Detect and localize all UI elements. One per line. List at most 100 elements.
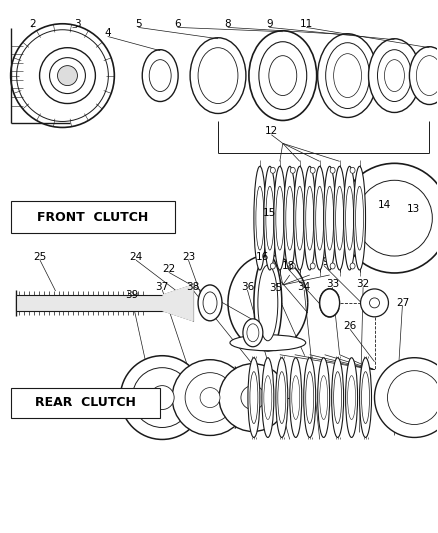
- Ellipse shape: [276, 358, 288, 438]
- Ellipse shape: [248, 358, 260, 438]
- Circle shape: [241, 385, 265, 409]
- Ellipse shape: [198, 285, 222, 321]
- Text: 13: 13: [406, 204, 420, 214]
- Ellipse shape: [361, 372, 370, 424]
- Circle shape: [388, 370, 438, 424]
- Ellipse shape: [353, 166, 366, 270]
- Ellipse shape: [367, 168, 382, 268]
- Text: 6: 6: [174, 19, 181, 29]
- Text: 8: 8: [224, 19, 231, 29]
- Text: 3: 3: [74, 19, 81, 29]
- Ellipse shape: [324, 166, 336, 270]
- Ellipse shape: [190, 38, 246, 114]
- Ellipse shape: [304, 166, 316, 270]
- Text: 5: 5: [135, 19, 141, 29]
- Ellipse shape: [336, 186, 343, 250]
- Ellipse shape: [274, 166, 286, 270]
- Ellipse shape: [198, 47, 238, 103]
- Text: FRONT  CLUTCH: FRONT CLUTCH: [37, 211, 148, 224]
- Ellipse shape: [304, 358, 316, 438]
- Ellipse shape: [378, 50, 411, 101]
- Ellipse shape: [290, 358, 302, 438]
- Polygon shape: [163, 285, 193, 321]
- Text: 26: 26: [343, 321, 357, 331]
- Circle shape: [200, 387, 220, 408]
- Ellipse shape: [250, 372, 258, 424]
- Ellipse shape: [259, 42, 307, 109]
- Ellipse shape: [149, 60, 171, 92]
- Circle shape: [219, 364, 287, 432]
- Circle shape: [150, 385, 174, 409]
- Text: 37: 37: [155, 281, 169, 292]
- Ellipse shape: [332, 358, 343, 438]
- Ellipse shape: [320, 289, 339, 317]
- Ellipse shape: [326, 43, 370, 109]
- Text: 32: 32: [357, 279, 370, 289]
- Ellipse shape: [326, 186, 334, 250]
- Circle shape: [374, 358, 438, 438]
- Ellipse shape: [290, 263, 295, 269]
- Bar: [11, 201, 175, 233]
- Circle shape: [17, 30, 108, 122]
- Ellipse shape: [256, 186, 264, 250]
- Ellipse shape: [417, 55, 438, 95]
- Ellipse shape: [258, 265, 278, 341]
- Circle shape: [172, 360, 248, 435]
- Text: 15: 15: [263, 208, 276, 219]
- Ellipse shape: [264, 376, 272, 419]
- Text: 36: 36: [241, 281, 254, 292]
- Text: 2: 2: [29, 19, 35, 29]
- Text: 34: 34: [297, 281, 311, 292]
- Ellipse shape: [286, 186, 294, 250]
- Text: 9: 9: [266, 19, 272, 29]
- Ellipse shape: [269, 55, 297, 95]
- Ellipse shape: [356, 186, 364, 250]
- Ellipse shape: [284, 166, 296, 270]
- Ellipse shape: [316, 186, 324, 250]
- Ellipse shape: [348, 376, 356, 419]
- Text: 23: 23: [182, 252, 195, 262]
- Ellipse shape: [334, 166, 346, 270]
- Ellipse shape: [334, 54, 361, 98]
- Text: 33: 33: [326, 279, 339, 289]
- Text: 35: 35: [269, 282, 283, 293]
- Ellipse shape: [292, 376, 300, 419]
- Ellipse shape: [314, 166, 326, 270]
- Ellipse shape: [318, 34, 378, 117]
- Ellipse shape: [334, 372, 342, 424]
- Ellipse shape: [346, 186, 353, 250]
- Ellipse shape: [310, 167, 315, 173]
- Ellipse shape: [318, 358, 330, 438]
- Ellipse shape: [346, 358, 357, 438]
- Ellipse shape: [310, 263, 315, 269]
- Ellipse shape: [368, 39, 420, 112]
- Ellipse shape: [266, 186, 274, 250]
- Ellipse shape: [330, 167, 335, 173]
- Text: 14: 14: [378, 200, 392, 211]
- Text: 18: 18: [282, 262, 296, 271]
- Bar: [11, 387, 160, 417]
- Circle shape: [370, 298, 379, 308]
- Ellipse shape: [247, 324, 259, 342]
- Text: 27: 27: [396, 297, 409, 308]
- Text: REAR  CLUTCH: REAR CLUTCH: [35, 396, 136, 409]
- Ellipse shape: [262, 358, 274, 438]
- Circle shape: [57, 66, 78, 86]
- Circle shape: [185, 373, 235, 423]
- Ellipse shape: [385, 60, 404, 92]
- Text: 22: 22: [162, 264, 175, 274]
- Ellipse shape: [370, 180, 379, 256]
- Ellipse shape: [330, 263, 335, 269]
- Ellipse shape: [243, 319, 263, 347]
- Ellipse shape: [294, 166, 306, 270]
- Ellipse shape: [230, 335, 306, 351]
- Ellipse shape: [290, 167, 295, 173]
- Circle shape: [120, 356, 204, 439]
- Bar: [16, 295, 165, 311]
- Ellipse shape: [306, 186, 314, 250]
- Ellipse shape: [142, 50, 178, 101]
- Text: 11: 11: [300, 19, 313, 29]
- Ellipse shape: [350, 167, 355, 173]
- Ellipse shape: [276, 186, 284, 250]
- Ellipse shape: [203, 292, 217, 314]
